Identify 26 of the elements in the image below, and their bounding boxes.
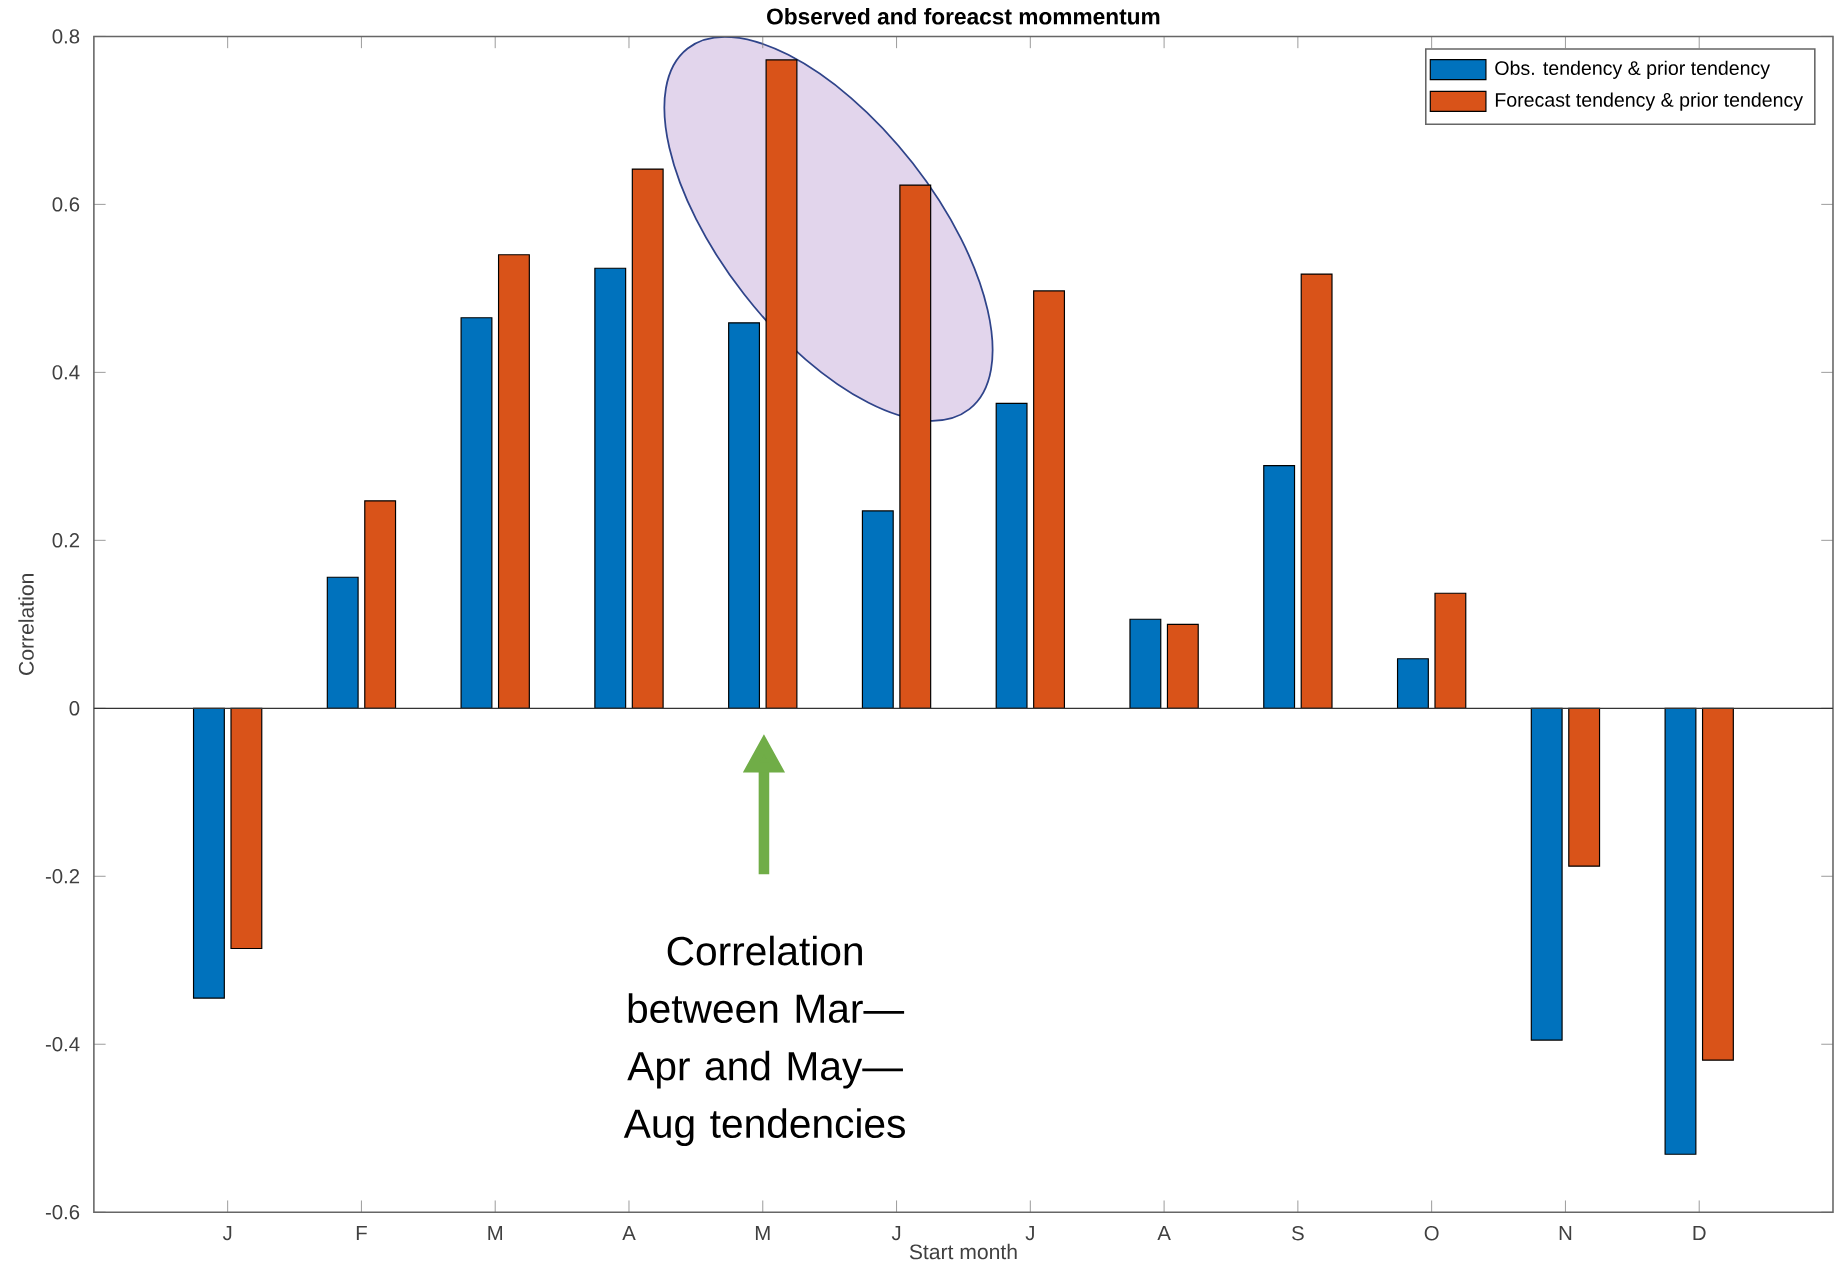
y-tick-label: 0.4	[52, 365, 80, 380]
y-tick-label: 0.6	[52, 197, 80, 212]
y-tick-label: 0.8	[52, 29, 80, 44]
y-tick-label: 0	[69, 701, 80, 716]
x-tick-label: F	[356, 1225, 367, 1240]
y-tick-label: 0.2	[52, 533, 80, 548]
x-tick-label: D	[1693, 1225, 1706, 1240]
x-tick-label: N	[1559, 1225, 1572, 1240]
y-tick-label: -0.2	[45, 868, 80, 884]
legend-label: Obs. tendency & prior tendency	[1495, 60, 1771, 79]
x-tick-label: A	[622, 1225, 636, 1240]
x-tick-label: O	[1424, 1225, 1439, 1241]
x-tick-label: J	[1025, 1225, 1034, 1241]
y-tick-label: -0.4	[45, 1036, 80, 1052]
x-axis-title: Start month	[909, 1243, 1017, 1260]
chart-title: Observed and foreacst mommentum	[767, 7, 1160, 25]
x-tick-label: J	[222, 1225, 232, 1241]
x-tick-label: J	[891, 1225, 901, 1241]
y-tick-label: -0.6	[45, 1204, 80, 1220]
x-tick-label: A	[1157, 1225, 1171, 1240]
x-tick-label: M	[488, 1225, 503, 1240]
annotation: Correlation between Mar—Apr and May—Aug tendencies	[623, 935, 905, 1147]
x-tick-label: S	[1292, 1225, 1304, 1241]
legend-label: Forecast tendency & prior tendency	[1495, 92, 1804, 111]
y-axis-title: Correlation	[18, 574, 34, 675]
x-tick-label: M	[755, 1225, 770, 1240]
